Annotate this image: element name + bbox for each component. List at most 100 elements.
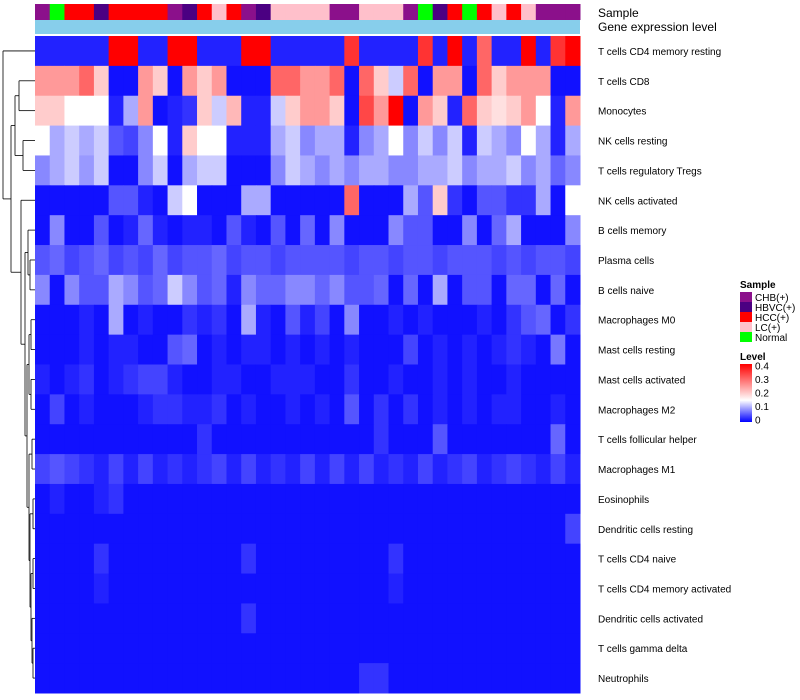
heatmap-cell xyxy=(152,364,169,395)
heatmap-cell xyxy=(373,274,390,306)
heatmap-cell xyxy=(344,334,360,365)
heatmap-cell xyxy=(373,543,390,575)
heatmap-cell xyxy=(491,185,507,216)
sample-annotation-cell xyxy=(300,4,316,20)
heatmap-cell xyxy=(300,274,316,306)
heatmap-cell xyxy=(167,483,183,515)
heatmap-cell xyxy=(476,633,493,664)
heatmap-cell xyxy=(344,663,360,694)
heatmap-cell xyxy=(138,364,154,395)
heatmap-cell xyxy=(344,424,360,455)
heatmap-cell xyxy=(550,304,566,336)
heatmap-cell xyxy=(138,334,154,365)
heatmap-cell xyxy=(476,483,493,515)
heatmap-cell xyxy=(152,334,169,365)
heatmap-cell xyxy=(300,215,316,246)
heatmap-cell xyxy=(476,215,493,246)
heatmap-cell xyxy=(491,603,507,634)
heatmap-cell xyxy=(64,125,80,156)
heatmap-cell xyxy=(64,95,80,127)
sample-annotation-cell xyxy=(314,4,331,20)
heatmap-cell xyxy=(462,633,478,664)
heatmap-cell xyxy=(123,245,139,276)
heatmap-cell xyxy=(314,245,331,276)
heatmap-cell xyxy=(462,663,478,694)
heatmap-cell xyxy=(123,663,139,694)
heatmap-cell xyxy=(403,155,419,186)
heatmap-cell xyxy=(167,95,183,127)
heatmap-cell xyxy=(373,454,390,485)
heatmap-cell xyxy=(314,633,331,664)
heatmap-cell xyxy=(447,274,463,306)
heatmap-cell xyxy=(314,543,331,575)
heatmap-cell xyxy=(35,364,51,395)
sample-annotation-cell xyxy=(49,4,65,20)
heatmap-cell xyxy=(49,454,65,485)
heatmap-cell xyxy=(462,245,478,276)
heatmap-cell xyxy=(35,304,51,336)
heatmap-cell xyxy=(565,454,581,485)
sample-annotation-cell xyxy=(79,4,95,20)
heatmap-cell xyxy=(344,513,360,545)
heatmap-cell xyxy=(565,334,581,365)
row-label: T cells follicular helper xyxy=(598,435,697,446)
level-legend-tick: 0.3 xyxy=(755,375,769,386)
heatmap-cell xyxy=(138,603,154,634)
heatmap-cell xyxy=(462,513,478,545)
heatmap-cell xyxy=(197,215,213,246)
heatmap-cell xyxy=(329,394,345,425)
heatmap-cell xyxy=(403,95,419,127)
level-legend-title: Level xyxy=(740,352,766,363)
heatmap-cell xyxy=(565,633,581,664)
heatmap-cell xyxy=(79,304,95,336)
heatmap-cell xyxy=(35,245,51,276)
heatmap-cell xyxy=(491,95,507,127)
heatmap-cell xyxy=(388,513,404,545)
heatmap-cell xyxy=(270,274,286,306)
row-label: Macrophages M0 xyxy=(598,316,676,327)
heatmap-cell xyxy=(447,543,463,575)
heatmap-cell xyxy=(388,543,404,575)
heatmap-cell xyxy=(270,663,286,694)
heatmap-cell xyxy=(226,185,242,216)
heatmap-cell xyxy=(64,245,80,276)
heatmap-cell xyxy=(93,454,110,485)
heatmap-cell xyxy=(270,603,286,634)
heatmap-cell xyxy=(550,125,566,156)
heatmap-cell xyxy=(93,424,110,455)
heatmap-cell xyxy=(491,394,507,425)
heatmap-cell xyxy=(535,663,552,694)
heatmap-cell xyxy=(138,543,154,575)
heatmap-cell xyxy=(565,663,581,694)
heatmap-cell xyxy=(197,573,213,604)
heatmap-cell xyxy=(182,65,198,97)
heatmap-cell xyxy=(226,95,242,127)
heatmap-cell xyxy=(373,36,390,67)
heatmap-cell xyxy=(550,543,566,575)
heatmap-cell xyxy=(241,334,257,365)
heatmap-cell xyxy=(550,603,566,634)
heatmap-cell xyxy=(491,125,507,156)
heatmap-cell xyxy=(211,633,227,664)
heatmap-cell xyxy=(373,364,390,395)
heatmap-cell xyxy=(359,394,375,425)
heatmap-cell xyxy=(417,304,434,336)
heatmap-cell xyxy=(535,513,552,545)
heatmap-cell xyxy=(359,513,375,545)
heatmap-cell xyxy=(123,125,139,156)
heatmap-cell xyxy=(49,633,65,664)
heatmap-cell xyxy=(565,245,581,276)
row-label: Monocytes xyxy=(598,107,646,118)
heatmap-cell xyxy=(49,65,65,97)
heatmap-cell xyxy=(167,36,183,67)
heatmap-cell xyxy=(64,603,80,634)
heatmap-cell xyxy=(314,155,331,186)
heatmap-cell xyxy=(506,454,522,485)
heatmap-cell xyxy=(432,245,448,276)
heatmap-cell xyxy=(550,36,566,67)
heatmap-cell xyxy=(93,245,110,276)
heatmap-cell xyxy=(373,334,390,365)
heatmap-cell xyxy=(521,125,537,156)
heatmap-cell xyxy=(35,483,51,515)
heatmap-cell xyxy=(285,274,301,306)
